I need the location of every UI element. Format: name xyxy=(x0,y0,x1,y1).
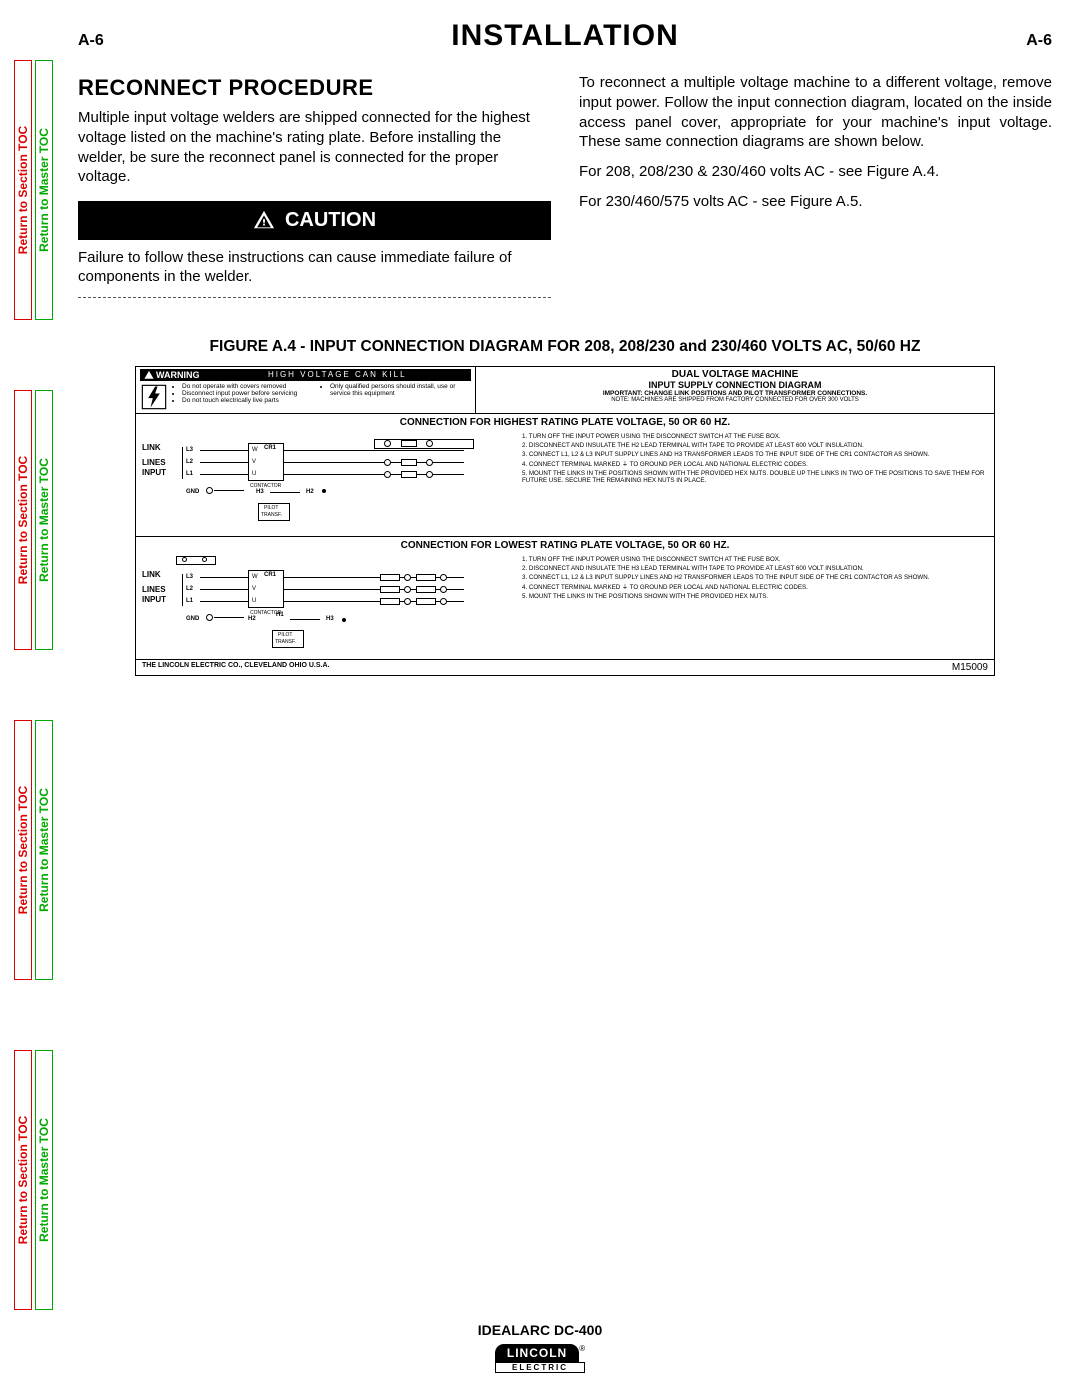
warning-bullets: Do not operate with covers removed Disco… xyxy=(172,383,471,411)
connection-title: CONNECTION FOR LOWEST RATING PLATE VOLTA… xyxy=(136,537,994,554)
page-content: A-6 INSTALLATION A-6 RECONNECT PROCEDURE… xyxy=(78,18,1052,676)
diagram-footer-text: THE LINCOLN ELECTRIC CO., CLEVELAND OHIO… xyxy=(136,660,874,675)
connection-section-high: CONNECTION FOR HIGHEST RATING PLATE VOLT… xyxy=(136,414,994,537)
connection-title: CONNECTION FOR HIGHEST RATING PLATE VOLT… xyxy=(136,414,994,431)
body-paragraph: To reconnect a multiple voltage machine … xyxy=(579,73,1052,152)
steps-low: 1. TURN OFF THE INPUT POWER USING THE DI… xyxy=(516,554,994,659)
lincoln-logo: LINCOLN® ELECTRIC xyxy=(495,1344,585,1373)
warning-badge: WARNING xyxy=(140,369,204,381)
page-number-left: A-6 xyxy=(78,32,104,50)
warning-strip: HIGH VOLTAGE CAN KILL xyxy=(204,369,472,381)
page-title: INSTALLATION xyxy=(451,19,679,53)
caution-banner: CAUTION xyxy=(78,201,551,239)
section-heading: RECONNECT PROCEDURE xyxy=(78,73,551,102)
master-toc-link[interactable]: Return to Master TOC xyxy=(35,390,53,650)
section-toc-link[interactable]: Return to Section TOC xyxy=(14,720,32,980)
body-paragraph: For 230/460/575 volts AC - see Figure A.… xyxy=(579,192,1052,212)
sidebar-toc-tabs: Return to Section TOC Return to Master T… xyxy=(14,60,54,1360)
page-footer: IDEALARC DC-400 LINCOLN® ELECTRIC xyxy=(0,1322,1080,1375)
steps-high: 1. TURN OFF THE INPUT POWER USING THE DI… xyxy=(516,431,994,536)
diagram-footer: THE LINCOLN ELECTRIC CO., CLEVELAND OHIO… xyxy=(136,660,994,675)
section-toc-link[interactable]: Return to Section TOC xyxy=(14,60,32,320)
body-paragraph: For 208, 208/230 & 230/460 volts AC - se… xyxy=(579,162,1052,182)
right-column: To reconnect a multiple voltage machine … xyxy=(579,73,1052,298)
dual-voltage-header: DUAL VOLTAGE MACHINE INPUT SUPPLY CONNEC… xyxy=(476,367,994,414)
connection-section-low: CONNECTION FOR LOWEST RATING PLATE VOLTA… xyxy=(136,537,994,660)
section-toc-link[interactable]: Return to Section TOC xyxy=(14,390,32,650)
drawing-number: M15009 xyxy=(874,660,994,675)
caution-label: CAUTION xyxy=(285,207,376,233)
page-number-right: A-6 xyxy=(1026,32,1052,50)
caution-text: Failure to follow these instructions can… xyxy=(78,248,551,288)
master-toc-link[interactable]: Return to Master TOC xyxy=(35,1050,53,1310)
master-toc-link[interactable]: Return to Master TOC xyxy=(35,720,53,980)
divider xyxy=(78,297,551,298)
warning-icon xyxy=(144,370,154,380)
schematic-low: LINK LINES INPUT L3 L2 L1 GND W V U xyxy=(136,554,516,659)
figure-title: FIGURE A.4 - INPUT CONNECTION DIAGRAM FO… xyxy=(78,338,1052,356)
connection-diagram: WARNING HIGH VOLTAGE CAN KILL Do not ope… xyxy=(135,366,995,676)
schematic-high: LINK LINES INPUT L3 L2 L1 GND xyxy=(136,431,516,536)
left-column: RECONNECT PROCEDURE Multiple input volta… xyxy=(78,73,551,298)
shock-icon xyxy=(140,383,168,411)
model-number: IDEALARC DC-400 xyxy=(0,1322,1080,1338)
warning-icon xyxy=(253,209,275,231)
page-header: A-6 INSTALLATION A-6 xyxy=(78,18,1052,53)
section-toc-link[interactable]: Return to Section TOC xyxy=(14,1050,32,1310)
master-toc-link[interactable]: Return to Master TOC xyxy=(35,60,53,320)
body-paragraph: Multiple input voltage welders are shipp… xyxy=(78,108,551,187)
warning-panel: WARNING HIGH VOLTAGE CAN KILL Do not ope… xyxy=(136,367,476,414)
